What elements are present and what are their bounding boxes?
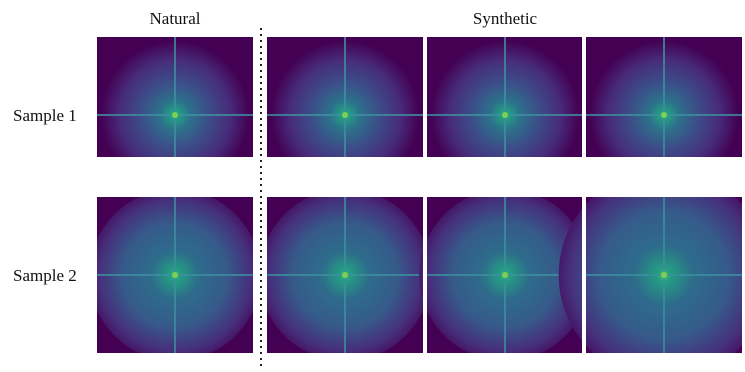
spectrum-center — [502, 112, 508, 118]
row-label: Sample 1 — [13, 106, 77, 125]
spectrum-center — [172, 272, 178, 278]
panel-clip-top — [556, 157, 745, 197]
spectrum-center — [172, 112, 178, 118]
column-label: Synthetic — [473, 9, 538, 28]
spectrum-glow — [558, 169, 745, 372]
gutter — [0, 0, 97, 367]
gutter — [0, 0, 745, 37]
spectrum-center — [342, 272, 348, 278]
gutter — [423, 0, 427, 367]
spectrum-center — [661, 112, 667, 118]
spectrum-center — [661, 272, 667, 278]
gutter — [253, 0, 267, 367]
spectrum-panel — [556, 157, 745, 372]
gutter — [0, 353, 745, 367]
column-label: Natural — [150, 9, 201, 28]
gutter — [742, 0, 745, 367]
spectrum-center — [342, 112, 348, 118]
gutter — [582, 0, 586, 367]
spectrum-panel — [67, 157, 283, 361]
row-label: Sample 2 — [13, 266, 77, 285]
spectrum-center — [502, 272, 508, 278]
spectrum-panel — [397, 157, 613, 361]
gutter — [0, 193, 745, 197]
